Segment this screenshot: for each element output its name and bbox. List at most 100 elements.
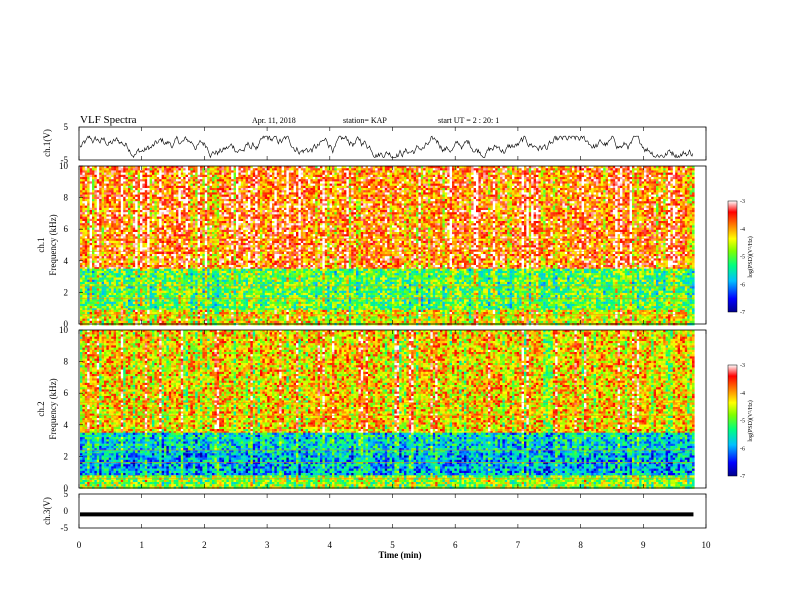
ch1-spectrogram-heatmap-cell: [125, 240, 129, 244]
ch1-spectrogram-heatmap-cell: [171, 199, 174, 202]
ch1-spectrogram-heatmap-cell: [204, 275, 208, 278]
ch1-spectrogram-heatmap-cell: [173, 318, 177, 321]
ch1-spectrogram-heatmap-cell: [80, 234, 83, 237]
ch1-spectrogram-heatmap-cell: [243, 207, 246, 211]
ch1-spectrogram-heatmap-cell: [226, 279, 229, 283]
ch1-spectrogram-heatmap-cell: [94, 286, 97, 289]
ch1-spectrogram-heatmap-cell: [236, 268, 239, 272]
ch1-spectrogram-heatmap-cell: [116, 312, 119, 315]
ch1-spectrogram-heatmap-cell: [214, 236, 217, 239]
ch1-spectrogram-heatmap-cell: [188, 196, 191, 200]
ch1-spectrogram-heatmap-cell: [96, 238, 100, 241]
ch1-spectrogram-heatmap-cell: [84, 249, 88, 252]
ch1-spectrogram-heatmap-cell: [104, 254, 107, 257]
ch1-spectrogram-heatmap-cell: [190, 192, 193, 195]
ch1-spectrogram-heatmap-cell: [106, 270, 109, 274]
ch1-spectrogram-heatmap-cell: [219, 268, 222, 272]
ch1-spectrogram-heatmap-cell: [216, 214, 220, 217]
ch1-spectrogram-heatmap-cell: [101, 299, 105, 302]
ch1-spectrogram-heatmap-cell: [89, 260, 93, 263]
ch1-spectrogram-heatmap-cell: [142, 284, 145, 287]
ch1-spectrogram-heatmap-cell: [188, 216, 191, 219]
ch1-spectrogram-heatmap-cell: [240, 254, 244, 257]
ch1-spectrogram-heatmap-cell: [156, 247, 160, 250]
ch1-spectrogram-heatmap-cell: [209, 183, 213, 186]
ch1-spectrogram-heatmap-cell: [243, 168, 246, 171]
ch1-spectrogram-heatmap-cell: [111, 251, 114, 255]
ch1-spectrogram-heatmap-cell: [104, 301, 107, 305]
ch1-spectrogram-heatmap-cell: [207, 170, 210, 173]
ch1-spectrogram-heatmap-cell: [188, 301, 191, 305]
ch1-spectrogram-heatmap-cell: [144, 256, 148, 259]
ch1-spectrogram-heatmap-cell: [147, 267, 150, 270]
ch1-spectrogram-heatmap-cell: [108, 183, 112, 186]
ch1-spectrogram-heatmap-cell: [168, 201, 172, 204]
ch1-spectrogram-heatmap-cell: [180, 216, 184, 219]
ch1-spectrogram-heatmap-cell: [183, 295, 186, 298]
ch1-spectrogram-heatmap-cell: [120, 194, 124, 197]
ch1-spectrogram-heatmap-cell: [113, 203, 117, 206]
ch1-spectrogram-heatmap-cell: [161, 262, 165, 266]
ch1-spectrogram-heatmap-cell: [108, 314, 112, 317]
ch1-spectrogram-heatmap-cell: [190, 207, 193, 211]
ch1-spectrogram-heatmap-cell: [224, 295, 227, 298]
ch1-spectrogram-heatmap-cell: [101, 260, 105, 263]
ch1-spectrogram-heatmap-cell: [116, 234, 119, 237]
ch1-spectrogram-heatmap-cell: [80, 190, 83, 193]
ch1-spectrogram-heatmap-cell: [183, 240, 186, 244]
ch1-spectrogram-heatmap-cell: [221, 212, 225, 215]
ch1-spectrogram-heatmap-cell: [96, 223, 100, 226]
ch1-spectrogram-heatmap-cell: [142, 267, 145, 270]
ch1-spectrogram-heatmap-cell: [171, 172, 174, 175]
ch1-spectrogram-heatmap-cell: [156, 240, 160, 244]
ch1-spectrogram-heatmap-cell: [192, 279, 196, 283]
ch1-spectrogram-heatmap-cell: [190, 166, 193, 169]
ch1-spectrogram-heatmap-cell: [159, 277, 162, 280]
ch1-spectrogram-heatmap-cell: [221, 245, 225, 248]
ch1-spectrogram-heatmap-cell: [195, 258, 198, 261]
ch1-spectrogram-heatmap-cell: [80, 214, 83, 217]
ch1-spectrogram-heatmap-cell: [197, 295, 201, 298]
ch1-spectrogram-heatmap-cell: [195, 288, 198, 291]
ch1-spectrogram-heatmap-cell: [130, 238, 133, 241]
ch1-spectrogram-heatmap-cell: [216, 210, 220, 213]
ch1-spectrogram-heatmap-cell: [216, 277, 220, 280]
ch1-spectrogram-heatmap-cell: [106, 216, 109, 219]
ch1-spectrogram-heatmap-cell: [118, 170, 121, 173]
ch1-spectrogram-heatmap-cell: [209, 223, 213, 226]
ch1-spectrogram-heatmap-cell: [224, 212, 227, 215]
ch1-spectrogram-heatmap-cell: [228, 196, 232, 200]
ch1-spectrogram-heatmap-cell: [87, 306, 90, 309]
ch1-spectrogram-heatmap-cell: [118, 251, 121, 255]
ch1-spectrogram-heatmap-cell: [159, 254, 162, 257]
ch1-spectrogram-heatmap-cell: [104, 185, 107, 189]
ch1-spectrogram-heatmap-cell: [156, 214, 160, 217]
ch1-spectrogram-heatmap-cell: [231, 201, 234, 204]
ch1-spectrogram-heatmap-cell: [128, 314, 131, 317]
ch1-spectrogram-heatmap-cell: [106, 312, 109, 315]
ch1-spectrogram-heatmap-cell: [154, 183, 157, 186]
ch1-spectrogram-heatmap-cell: [92, 258, 95, 261]
ch1-spectrogram-heatmap-cell: [152, 256, 155, 259]
ch1-spectrogram-heatmap-cell: [209, 262, 213, 266]
ch1-spectrogram-heatmap-cell: [166, 249, 169, 252]
ch1-spectrogram-heatmap-cell: [87, 277, 90, 280]
ch1-spectrogram-heatmap-cell: [236, 214, 239, 217]
ch1-spectrogram-heatmap-cell: [200, 295, 203, 298]
ch1-spectrogram-heatmap-cell: [106, 218, 109, 222]
ch1-spectrogram-heatmap-cell: [190, 172, 193, 175]
ch1-spectrogram-heatmap-cell: [96, 218, 100, 222]
ch1-spectrogram-heatmap-cell: [89, 207, 93, 211]
ch1-spectrogram-heatmap-cell: [216, 170, 220, 173]
ch1-spectrogram-heatmap-cell: [140, 258, 143, 261]
ch1-spectrogram-heatmap-cell: [92, 251, 95, 255]
ch1-spectrogram-heatmap-cell: [159, 251, 162, 255]
ch1-spectrogram-heatmap-cell: [125, 249, 129, 252]
ch1-spectrogram-heatmap-cell: [183, 290, 186, 294]
ch1-spectrogram-heatmap-cell: [231, 240, 234, 244]
ch1-spectrogram-heatmap-cell: [135, 172, 138, 175]
ch1-spectrogram-heatmap-cell: [80, 227, 83, 230]
ch1-spectrogram-heatmap-cell: [128, 249, 131, 252]
ch1-spectrogram-heatmap-cell: [233, 183, 237, 186]
ch1-spectrogram-heatmap-cell: [82, 316, 85, 319]
